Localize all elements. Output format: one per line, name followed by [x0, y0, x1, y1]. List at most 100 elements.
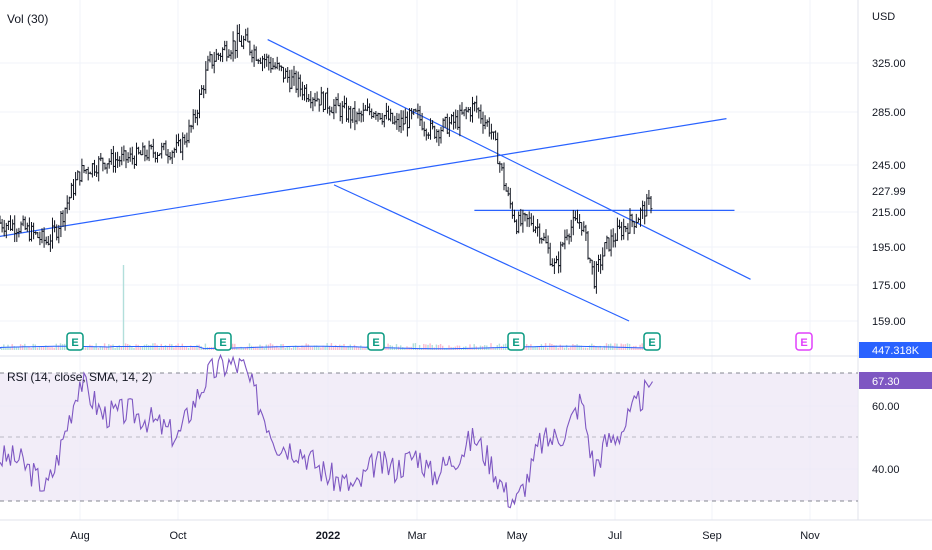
price-bar [145, 149, 149, 161]
earnings-marker[interactable]: E [795, 332, 813, 351]
volume-bar [166, 345, 169, 350]
price-bar [53, 220, 56, 233]
price-bar [616, 217, 619, 242]
price-bar [504, 182, 508, 192]
volume-bar [498, 343, 501, 350]
volume-legend[interactable]: Vol (30) [7, 12, 49, 26]
earnings-marker[interactable]: E [643, 332, 661, 351]
earnings-badge[interactable] [367, 332, 385, 351]
price-bar [164, 140, 168, 156]
volume-bar [355, 346, 358, 350]
price-bar [632, 221, 636, 235]
volume-bar [143, 344, 146, 350]
volume-bar [156, 344, 158, 350]
price-bar [634, 213, 638, 229]
price-bar [578, 214, 581, 229]
volume-bar [30, 347, 32, 350]
price-bar [7, 220, 10, 231]
price-bar [464, 106, 468, 120]
volume-bar [553, 344, 555, 350]
earnings-badge[interactable] [795, 332, 813, 351]
volume-bar [563, 347, 566, 350]
earnings-marker[interactable]: E [66, 332, 84, 351]
price-bar [288, 69, 292, 93]
price-bar [445, 113, 449, 135]
price-bar [2, 219, 6, 237]
earnings-marker[interactable]: E [214, 332, 232, 351]
price-bar [521, 209, 525, 233]
trendline[interactable] [267, 39, 751, 280]
price-bar [250, 49, 254, 63]
volume-bar [540, 344, 543, 350]
price-bar [227, 49, 231, 58]
price-bar [538, 223, 542, 244]
date-tick-label: Mar [408, 530, 427, 542]
volume-bar [387, 343, 389, 350]
price-bar [349, 106, 353, 129]
rsi-legend[interactable]: RSI (14, close, SMA, 14, 2) [7, 370, 153, 384]
volume-bar [561, 345, 564, 350]
price-bar [401, 110, 405, 131]
volume-bar [175, 345, 177, 350]
rsi-tag-bg [859, 372, 932, 389]
price-bar [322, 91, 325, 113]
price-bar [151, 138, 155, 158]
volume-bar [597, 346, 599, 350]
price-bar [607, 237, 611, 252]
trendline[interactable] [333, 184, 630, 322]
earnings-badge[interactable] [507, 332, 525, 351]
price-bar [204, 61, 208, 94]
price-bar [353, 101, 357, 131]
volume-bar [255, 346, 257, 350]
volume-bar [366, 346, 368, 350]
volume-bar [187, 347, 190, 350]
volume-bar [469, 344, 471, 350]
price-bar [280, 65, 283, 72]
price-bar [315, 91, 319, 102]
trendline[interactable] [0, 118, 727, 240]
volume-bar [595, 346, 597, 350]
volume-bar [148, 345, 150, 350]
volume-bar [565, 344, 568, 350]
volume-ma-line [0, 345, 649, 350]
price-bar [9, 215, 12, 231]
volume-bar [55, 343, 57, 350]
price-bar [214, 48, 218, 62]
earnings-marker[interactable]: E [367, 332, 385, 351]
price-bar [391, 112, 395, 125]
price-bar [389, 108, 392, 122]
price-bar [370, 108, 374, 119]
price-bar [210, 54, 214, 69]
volume-bar [49, 347, 51, 350]
earnings-badge[interactable] [66, 332, 84, 351]
price-bar [481, 111, 485, 134]
price-bar [217, 52, 220, 60]
price-bar [19, 221, 23, 234]
volume-bar [28, 346, 30, 350]
volume-bar [618, 346, 620, 350]
volume-bar [316, 345, 318, 350]
earnings-letter: E [800, 337, 807, 349]
price-bar [265, 53, 269, 67]
volume-bar [236, 347, 238, 350]
volume-bar [112, 344, 114, 350]
price-bar [525, 214, 529, 227]
volume-bar [45, 345, 47, 350]
volume-bar [99, 346, 102, 350]
price-bar [395, 112, 399, 130]
price-bar [235, 24, 239, 58]
price-bar [23, 216, 27, 231]
price-bar [490, 123, 493, 140]
price-bar [284, 68, 287, 79]
earnings-marker[interactable]: E [507, 332, 525, 351]
price-bar [219, 52, 222, 62]
price-bar [263, 53, 266, 69]
price-bar [324, 92, 327, 110]
earnings-badge[interactable] [643, 332, 661, 351]
price-tick-label: 159.00 [872, 316, 906, 328]
price-tick-label: 215.00 [872, 207, 906, 219]
earnings-badge[interactable] [214, 332, 232, 351]
price-bar [313, 92, 317, 107]
price-bar [443, 116, 447, 128]
